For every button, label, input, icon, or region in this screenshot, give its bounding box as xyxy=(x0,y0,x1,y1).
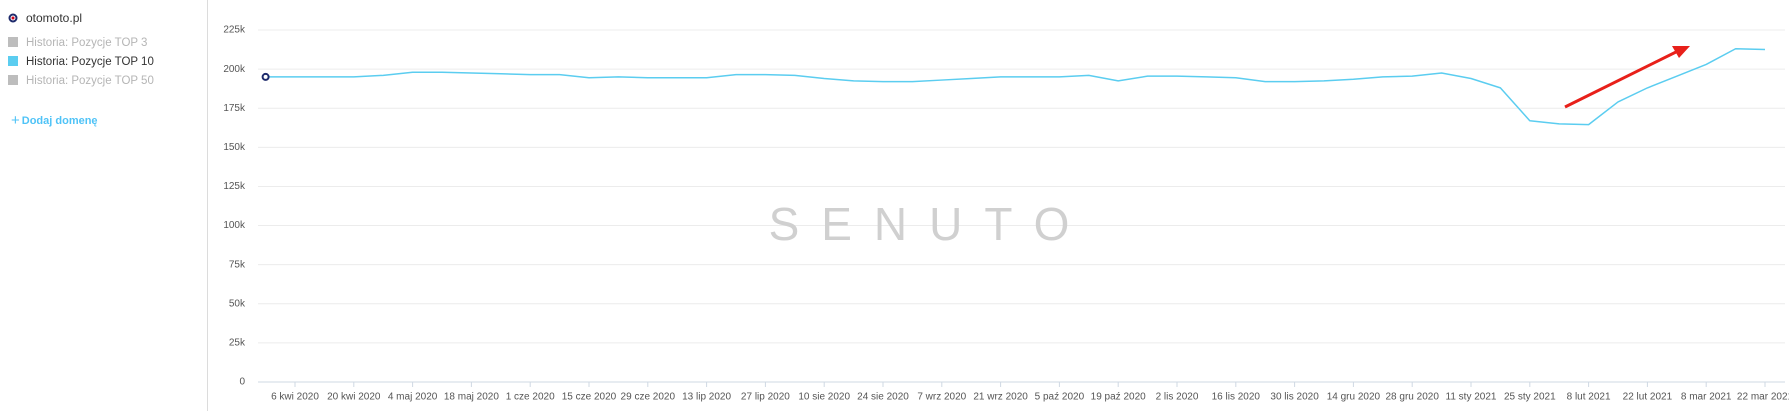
y-tick-label: 25k xyxy=(229,338,246,349)
legend-label: Historia: Pozycje TOP 50 xyxy=(26,75,154,87)
x-tick-label: 29 cze 2020 xyxy=(621,392,676,403)
domain-entry[interactable]: otomoto.pl xyxy=(8,11,82,25)
x-tick-label: 24 sie 2020 xyxy=(857,392,909,403)
x-tick-label: 19 paź 2020 xyxy=(1091,392,1146,403)
domain-name: otomoto.pl xyxy=(26,11,83,25)
x-tick-label: 18 maj 2020 xyxy=(444,392,499,403)
y-tick-label: 125k xyxy=(223,181,246,192)
legend-item[interactable]: Historia: Pozycje TOP 50 xyxy=(8,75,154,87)
x-tick-label: 1 cze 2020 xyxy=(506,392,555,403)
y-tick-label: 0 xyxy=(239,377,245,388)
start-marker xyxy=(261,72,270,81)
x-tick-label: 8 mar 2021 xyxy=(1681,392,1732,403)
legend-swatch xyxy=(8,75,18,85)
legend-swatch xyxy=(8,37,18,47)
x-tick-label: 15 cze 2020 xyxy=(562,392,617,403)
y-tick-label: 75k xyxy=(229,259,246,270)
arrow-head xyxy=(1672,46,1690,58)
x-tick-label: 11 sty 2021 xyxy=(1446,392,1497,403)
x-tick-label: 5 paź 2020 xyxy=(1035,392,1085,403)
y-tick-label: 175k xyxy=(223,103,246,114)
legend-item[interactable]: Historia: Pozycje TOP 3 xyxy=(8,37,147,49)
x-tick-label: 4 maj 2020 xyxy=(388,392,438,403)
x-tick-label: 28 gru 2020 xyxy=(1386,392,1440,403)
x-tick-label: 16 lis 2020 xyxy=(1212,392,1261,403)
x-tick-label: 22 lut 2021 xyxy=(1623,392,1673,403)
x-tick-label: 8 lut 2021 xyxy=(1567,392,1611,403)
y-tick-label: 225k xyxy=(223,25,246,36)
x-tick-label: 30 lis 2020 xyxy=(1270,392,1319,403)
x-tick-label: 25 sty 2021 xyxy=(1504,392,1556,403)
sidebar: otomoto.pl Historia: Pozycje TOP 3 Histo… xyxy=(0,0,208,411)
series-line xyxy=(265,48,1766,126)
add-domain-text: Dodaj domenę xyxy=(21,115,98,127)
x-tick-label: 13 lip 2020 xyxy=(682,392,731,403)
y-tick-label: 200k xyxy=(223,64,246,75)
y-tick-label: 50k xyxy=(229,298,246,309)
add-domain-link[interactable]: + Dodaj domenę xyxy=(11,112,98,129)
legend-swatch xyxy=(8,56,18,66)
x-tick-label: 20 kwi 2020 xyxy=(327,392,381,403)
trend-arrow xyxy=(1564,46,1690,109)
axes: 0 25k 50k 75k 100k 125k 150k 175k 200k 225k 6 kwi … xyxy=(223,25,1789,403)
x-tick-label: 21 wrz 2020 xyxy=(973,392,1028,403)
x-tick-label: 7 wrz 2020 xyxy=(917,392,966,403)
legend-item[interactable]: Historia: Pozycje TOP 10 xyxy=(8,56,154,68)
y-tick-label: 150k xyxy=(223,142,246,153)
y-tick-label: 100k xyxy=(223,220,246,231)
x-tick-label: 6 kwi 2020 xyxy=(271,392,319,403)
legend-label: Historia: Pozycje TOP 10 xyxy=(26,56,154,68)
x-tick-label: 22 mar 2021 xyxy=(1737,392,1789,403)
plus-icon: + xyxy=(11,112,20,129)
domain-icon xyxy=(8,13,18,23)
x-tick-label: 10 sie 2020 xyxy=(798,392,850,403)
legend-label: Historia: Pozycje TOP 3 xyxy=(26,37,148,49)
x-tick-label: 27 lip 2020 xyxy=(741,392,790,403)
x-tick-label: 14 gru 2020 xyxy=(1327,392,1381,403)
watermark: SENUTO xyxy=(769,198,1092,250)
x-tick-label: 2 lis 2020 xyxy=(1156,392,1199,403)
arrow-shaft xyxy=(1564,49,1679,109)
